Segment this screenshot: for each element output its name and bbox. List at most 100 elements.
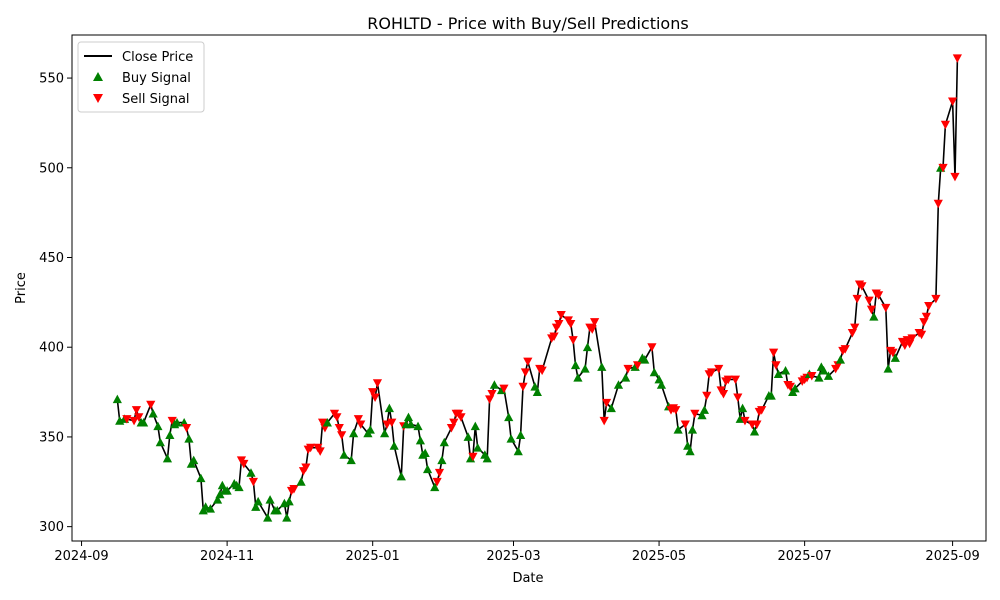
sell-signal-marker — [931, 294, 941, 304]
x-tick-label: 2025-05 — [632, 549, 686, 564]
buy-signal-marker — [138, 417, 149, 427]
buy-signal-marker — [265, 495, 275, 504]
y-tick-label: 500 — [39, 161, 64, 176]
buy-signal-marker — [253, 496, 263, 506]
sell-signal-marker — [456, 413, 466, 422]
buy-signal-marker — [869, 312, 879, 321]
sell-signal-marker — [852, 294, 862, 304]
sell-signal-marker — [690, 409, 700, 419]
buy-signal-marker — [162, 453, 173, 463]
buy-signal-marker — [883, 364, 893, 373]
legend-buy-signal-swatch — [93, 72, 103, 81]
buy-signal-marker — [222, 486, 232, 495]
buy-signal-marker — [513, 446, 523, 456]
signal-markers — [112, 54, 962, 522]
buy-signal-marker — [339, 450, 349, 459]
buy-signal-marker — [246, 468, 256, 477]
buy-signal-marker — [463, 432, 473, 441]
buy-signal-marker — [189, 455, 199, 465]
close-price-series — [116, 58, 959, 519]
sell-signal-marker — [850, 323, 860, 333]
buy-signal-marker — [516, 430, 526, 440]
sell-signal-marker — [601, 398, 612, 408]
x-tick-label: 2025-09 — [925, 549, 979, 564]
sell-signal-marker — [740, 416, 750, 426]
buy-signal-marker — [384, 403, 394, 413]
sell-signal-marker — [353, 415, 363, 424]
buy-signal-marker — [272, 505, 282, 515]
sell-signal-marker — [146, 400, 156, 410]
sell-signal-marker — [933, 199, 943, 209]
sell-signal-marker — [129, 416, 139, 426]
buy-signal-marker — [420, 448, 430, 457]
buy-signal-marker — [656, 380, 667, 389]
sell-signal-marker — [315, 447, 325, 456]
buy-signal-marker — [430, 482, 440, 492]
sell-signal-marker — [807, 372, 817, 381]
sell-signal-marker — [952, 54, 962, 63]
buy-signal-marker — [348, 428, 359, 438]
legend: Close Price Buy Signal Sell Signal — [77, 41, 205, 113]
sell-signal-marker — [785, 382, 795, 392]
buy-signal-marker — [673, 425, 683, 434]
buy-signal-marker — [640, 355, 650, 364]
sell-signal-marker — [167, 416, 177, 426]
buy-signal-marker — [814, 373, 824, 382]
buy-signal-marker — [570, 360, 581, 370]
buy-signal-marker — [699, 405, 710, 414]
sell-signal-marker — [680, 420, 690, 429]
sell-signal-marker — [771, 361, 781, 370]
sell-signal-marker — [387, 418, 397, 428]
sell-signal-marker — [134, 413, 144, 422]
sell-signal-marker — [714, 364, 724, 374]
sell-signal-marker — [907, 334, 917, 343]
buy-signal-marker — [504, 412, 514, 422]
legend-sell-signal-swatch — [93, 94, 103, 103]
buy-signal-marker — [439, 437, 449, 447]
buy-signal-marker — [766, 391, 776, 400]
sell-signal-marker — [337, 431, 347, 440]
buy-signal-marker — [685, 446, 695, 456]
x-tick-label: 2025-03 — [486, 549, 540, 564]
buy-signal-marker — [780, 365, 791, 375]
buy-signal-marker — [234, 482, 244, 492]
buy-signal-marker — [112, 394, 122, 404]
buy-signal-marker — [687, 425, 698, 434]
sell-signal-marker — [671, 406, 681, 415]
buy-signal-marker — [282, 513, 292, 522]
x-tick-label: 2025-01 — [346, 549, 400, 564]
sell-signal-marker — [599, 416, 609, 426]
buy-signal-marker — [322, 417, 332, 427]
sell-signal-marker — [723, 375, 733, 385]
sell-signal-marker — [718, 389, 729, 399]
y-axis: 300 350 400 450 500 550 — [39, 72, 72, 535]
buy-signal-marker — [613, 380, 624, 389]
buy-signal-marker — [153, 421, 163, 431]
x-tick-label: 2025-07 — [777, 549, 831, 564]
chart-title: ROHLTD - Price with Buy/Sell Predictions — [367, 14, 688, 33]
buy-signal-marker — [580, 364, 590, 373]
sell-signal-marker — [549, 332, 559, 342]
buy-signal-marker — [165, 430, 175, 440]
x-tick-label: 2024-11 — [200, 549, 254, 564]
buy-signal-marker — [506, 434, 516, 443]
sell-signal-marker — [857, 282, 867, 291]
buy-signal-marker — [597, 362, 607, 371]
sell-signal-marker — [874, 291, 884, 300]
buy-signal-marker — [437, 455, 447, 465]
sell-signal-marker — [122, 415, 132, 424]
sell-signal-marker — [520, 368, 531, 377]
buy-signal-marker — [482, 453, 492, 463]
legend-buy-signal-label: Buy Signal — [122, 71, 191, 86]
buy-signal-marker — [470, 421, 480, 431]
sell-signal-marker — [372, 379, 383, 388]
sell-signal-marker — [523, 357, 533, 367]
sell-signal-marker — [590, 318, 600, 327]
buy-signal-marker — [890, 353, 900, 362]
buy-signal-marker — [697, 410, 707, 420]
buy-signal-marker — [606, 403, 616, 413]
sell-signal-marker — [916, 330, 927, 340]
buy-signal-marker — [749, 426, 760, 436]
